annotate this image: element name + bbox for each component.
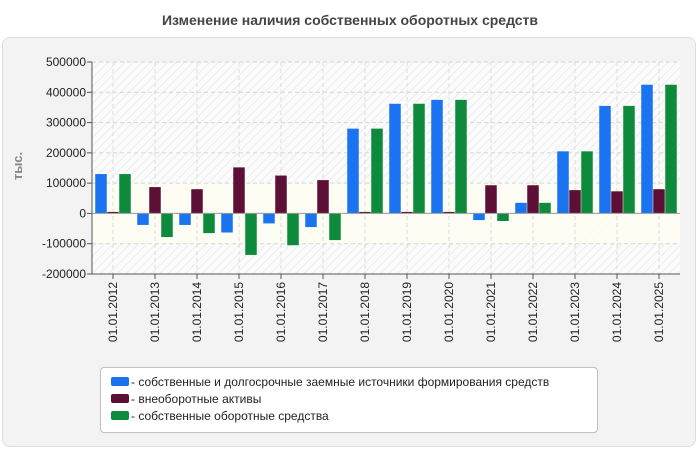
x-tick-label: 01.01.2012 bbox=[106, 282, 120, 342]
bar-sources bbox=[221, 213, 233, 233]
bar-sources bbox=[557, 151, 569, 214]
legend-label-sources: - собственные и долгосрочные заемные ист… bbox=[131, 375, 550, 389]
bar-sources bbox=[95, 174, 107, 214]
bar-noncurrent-assets bbox=[107, 211, 119, 214]
x-tick-label: 01.01.2013 bbox=[148, 282, 162, 342]
bar-sources bbox=[263, 213, 275, 224]
legend-label-working-capital: - собственные оборотные средства bbox=[131, 409, 329, 423]
bar-sources bbox=[473, 213, 485, 221]
bar-working-capital bbox=[497, 213, 509, 221]
legend-swatch-working-capital bbox=[111, 411, 129, 421]
bar-working-capital bbox=[539, 202, 551, 214]
bar-sources bbox=[389, 103, 401, 214]
bar-noncurrent-assets bbox=[191, 189, 203, 214]
bar-working-capital bbox=[665, 84, 677, 214]
x-tick-label: 01.01.2016 bbox=[274, 282, 288, 342]
bar-working-capital bbox=[245, 213, 257, 255]
bar-sources bbox=[179, 213, 191, 225]
x-tick-label: 01.01.2021 bbox=[484, 282, 498, 342]
x-tick-label: 01.01.2015 bbox=[232, 282, 246, 342]
legend-item-sources: - собственные и долгосрочные заемные ист… bbox=[111, 374, 597, 391]
y-tick-label: 300000 bbox=[46, 116, 86, 130]
bar-sources bbox=[431, 99, 443, 214]
bar-working-capital bbox=[371, 128, 383, 214]
bar-noncurrent-assets bbox=[443, 211, 455, 214]
bar-noncurrent-assets bbox=[317, 180, 329, 214]
x-tick-label: 01.01.2019 bbox=[400, 282, 414, 342]
bar-sources bbox=[599, 105, 611, 214]
bar-noncurrent-assets bbox=[359, 211, 371, 214]
y-tick-label: -100000 bbox=[42, 237, 86, 251]
y-axis-title: тыс. bbox=[10, 152, 25, 180]
y-tick-label: 500000 bbox=[46, 55, 86, 69]
chart-title: Изменение наличия собственных оборотных … bbox=[161, 12, 539, 28]
bar-noncurrent-assets bbox=[275, 175, 287, 214]
bar-working-capital bbox=[161, 213, 173, 238]
bar-working-capital bbox=[287, 213, 299, 246]
legend-swatch-noncurrent-assets bbox=[111, 394, 129, 404]
x-tick-label: 01.01.2020 bbox=[442, 282, 456, 342]
y-tick-label: -200000 bbox=[42, 267, 86, 281]
bar-sources bbox=[137, 213, 149, 225]
y-tick-label: 400000 bbox=[46, 85, 86, 99]
bar-noncurrent-assets bbox=[401, 211, 413, 214]
x-tick-label: 01.01.2024 bbox=[610, 282, 624, 342]
bar-noncurrent-assets bbox=[569, 190, 581, 214]
x-tick-label: 01.01.2017 bbox=[316, 282, 330, 342]
y-tick-label: 0 bbox=[79, 206, 86, 220]
bar-noncurrent-assets bbox=[611, 191, 623, 214]
bar-working-capital bbox=[119, 174, 131, 214]
bar-noncurrent-assets bbox=[653, 189, 665, 214]
bar-working-capital bbox=[413, 103, 425, 214]
legend-item-working-capital: - собственные оборотные средства bbox=[111, 408, 597, 425]
legend: - собственные и долгосрочные заемные ист… bbox=[100, 367, 598, 433]
x-tick-label: 01.01.2023 bbox=[568, 282, 582, 342]
y-tick-label: 100000 bbox=[46, 176, 86, 190]
x-tick-label: 01.01.2014 bbox=[190, 282, 204, 342]
legend-swatch-sources bbox=[111, 377, 129, 387]
bar-working-capital bbox=[329, 213, 341, 241]
bar-noncurrent-assets bbox=[149, 187, 161, 214]
legend-item-noncurrent-assets: - внеоборотные активы bbox=[111, 391, 597, 408]
y-tick-label: 200000 bbox=[46, 146, 86, 160]
bar-sources bbox=[641, 84, 653, 214]
bar-working-capital bbox=[581, 151, 593, 214]
x-tick-label: 01.01.2022 bbox=[526, 282, 540, 342]
bar-working-capital bbox=[203, 213, 215, 234]
bar-working-capital bbox=[623, 105, 635, 214]
legend-label-noncurrent-assets: - внеоборотные активы bbox=[131, 392, 262, 406]
x-tick-label: 01.01.2018 bbox=[358, 282, 372, 342]
bar-noncurrent-assets bbox=[233, 167, 245, 214]
bar-noncurrent-assets bbox=[485, 185, 497, 214]
bar-sources bbox=[515, 202, 527, 214]
bar-noncurrent-assets bbox=[527, 185, 539, 214]
bar-working-capital bbox=[455, 99, 467, 214]
x-tick-label: 01.01.2025 bbox=[652, 282, 666, 342]
bar-sources bbox=[305, 213, 317, 228]
bar-sources bbox=[347, 128, 359, 214]
